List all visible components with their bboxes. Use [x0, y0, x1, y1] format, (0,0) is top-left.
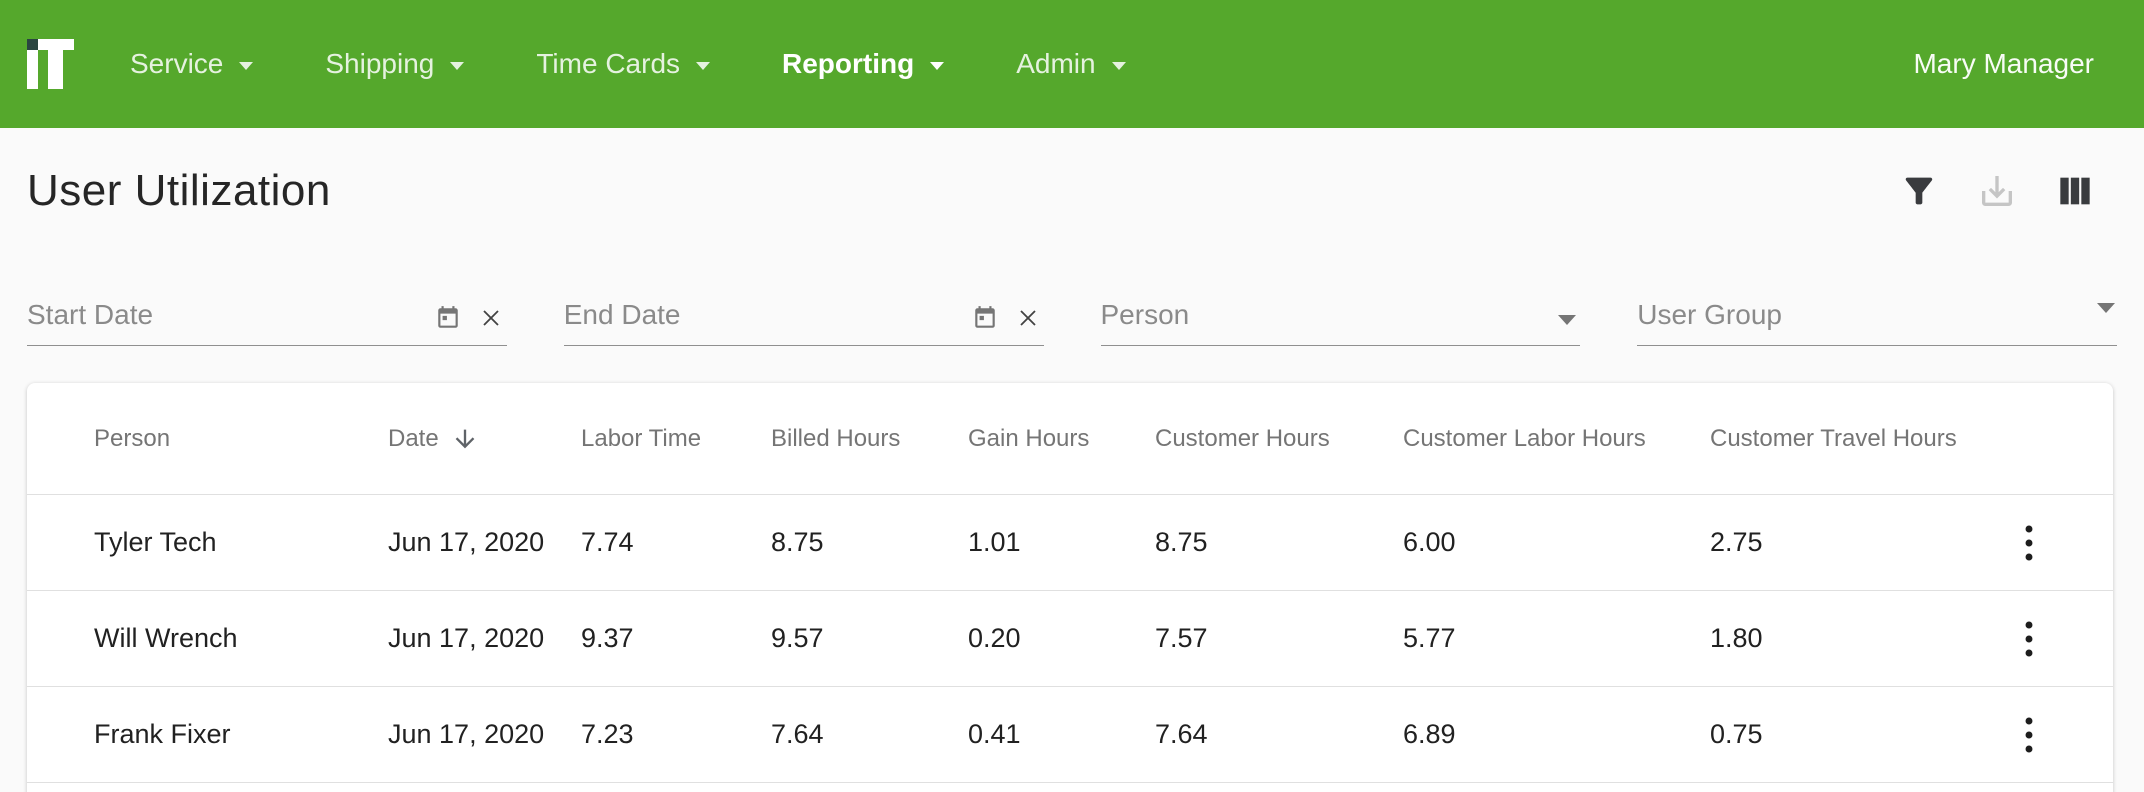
row-menu-button[interactable] — [2012, 617, 2046, 661]
clear-icon[interactable] — [1016, 306, 1040, 330]
kebab-icon — [2025, 717, 2033, 752]
nav-item-shipping[interactable]: Shipping — [325, 48, 465, 80]
cell-date: Jun 17, 2020 — [388, 527, 545, 557]
kebab-icon — [2025, 621, 2033, 656]
cell-customer-labor-hours: 6.00 — [1403, 527, 1456, 557]
user-group-select[interactable]: User Group — [1637, 274, 2117, 346]
kebab-icon — [2025, 525, 2033, 560]
calendar-icon[interactable] — [972, 305, 998, 331]
table-row: Frank Fixer Jun 17, 2020 7.23 7.64 0.41 … — [27, 687, 2113, 783]
cell-labor-time: 7.23 — [581, 719, 634, 749]
logo-letter-i — [27, 50, 38, 89]
cell-customer-travel-hours: 1.80 — [1710, 623, 1763, 653]
nav-item-service[interactable]: Service — [130, 48, 254, 80]
sort-desc-icon — [451, 425, 479, 453]
cell-customer-travel-hours: 2.75 — [1710, 527, 1763, 557]
download-button[interactable] — [1977, 171, 2017, 211]
calendar-icon[interactable] — [435, 305, 461, 331]
column-header-customer-labor-hours[interactable]: Customer Labor Hours — [1403, 424, 1646, 452]
nav-menu: Service Shipping Time Cards Reporting Ad… — [130, 48, 1126, 80]
filter-icon — [1905, 177, 1933, 205]
cell-customer-labor-hours: 6.89 — [1403, 719, 1456, 749]
download-icon — [1982, 176, 2012, 206]
dropdown-arrow-icon — [1558, 315, 1577, 325]
start-date-placeholder: Start Date — [27, 299, 154, 330]
nav-item-time-cards[interactable]: Time Cards — [536, 48, 711, 80]
logo-letter-t-stem — [48, 50, 63, 89]
column-header-labor-time[interactable]: Labor Time — [581, 424, 702, 452]
page-title: User Utilization — [27, 166, 331, 215]
cell-person: Tyler Tech — [94, 527, 217, 557]
person-placeholder: Person — [1100, 299, 1190, 330]
cell-billed-hours: 8.75 — [771, 527, 824, 557]
app-logo[interactable] — [27, 39, 78, 89]
nav-item-label: Service — [130, 48, 224, 79]
table-row: Will Wrench Jun 17, 2020 9.37 9.57 0.20 … — [27, 591, 2113, 687]
nav-item-label: Reporting — [782, 48, 915, 79]
toolbar — [1899, 171, 2095, 211]
cell-customer-hours: 8.75 — [1155, 527, 1208, 557]
cell-person: Frank Fixer — [94, 719, 231, 749]
filter-button[interactable] — [1899, 171, 1939, 211]
chevron-down-icon — [696, 62, 711, 70]
start-date-field[interactable]: Start Date — [27, 274, 507, 346]
column-header-customer-hours[interactable]: Customer Hours — [1155, 424, 1330, 452]
clear-icon[interactable] — [479, 306, 503, 330]
cell-labor-time: 7.74 — [581, 527, 634, 557]
table-row: Tyler Tech Jun 17, 2020 7.74 8.75 1.01 8… — [27, 495, 2113, 591]
cell-date: Jun 17, 2020 — [388, 719, 545, 749]
cell-billed-hours: 9.57 — [771, 623, 824, 653]
column-header-date[interactable]: Date — [388, 425, 581, 453]
logo-mark — [27, 39, 38, 50]
table-header-row: Person Date Labor Time Billed Hours Gain… — [27, 383, 2113, 495]
column-header-person[interactable]: Person — [94, 424, 171, 452]
dropdown-arrow-icon — [2097, 303, 2115, 313]
chevron-down-icon — [450, 62, 465, 70]
nav-item-label: Time Cards — [536, 48, 681, 79]
cell-customer-hours: 7.64 — [1155, 719, 1208, 749]
cell-billed-hours: 7.64 — [771, 719, 824, 749]
cell-customer-hours: 7.57 — [1155, 623, 1208, 653]
columns-icon — [2060, 177, 2090, 205]
user-menu[interactable]: Mary Manager — [1913, 48, 2094, 79]
page-header: User Utilization — [0, 128, 2144, 216]
row-menu-button[interactable] — [2012, 521, 2046, 565]
cell-gain-hours: 0.41 — [968, 719, 1021, 749]
top-navbar: Service Shipping Time Cards Reporting Ad… — [0, 0, 2144, 128]
cell-labor-time: 9.37 — [581, 623, 634, 653]
cell-customer-travel-hours: 0.75 — [1710, 719, 1763, 749]
logo-letter-t-bar — [38, 39, 74, 50]
user-group-placeholder: User Group — [1637, 299, 1782, 330]
end-date-field[interactable]: End Date — [563, 274, 1044, 346]
report-table-card: Person Date Labor Time Billed Hours Gain… — [27, 383, 2113, 792]
filter-bar: Start Date End Date Person User Group — [27, 274, 2117, 346]
cell-date: Jun 17, 2020 — [388, 623, 545, 653]
chevron-down-icon — [930, 62, 945, 70]
cell-customer-labor-hours: 5.77 — [1403, 623, 1456, 653]
chevron-down-icon — [1111, 62, 1126, 70]
end-date-placeholder: End Date — [563, 299, 681, 330]
nav-item-label: Admin — [1016, 48, 1096, 79]
column-header-billed-hours[interactable]: Billed Hours — [771, 424, 901, 452]
cell-gain-hours: 1.01 — [968, 527, 1021, 557]
row-menu-button[interactable] — [2012, 713, 2046, 757]
nav-item-label: Shipping — [325, 48, 435, 79]
column-header-gain-hours[interactable]: Gain Hours — [968, 424, 1090, 452]
person-select[interactable]: Person — [1100, 274, 1581, 346]
chevron-down-icon — [239, 62, 254, 70]
nav-item-admin[interactable]: Admin — [1016, 48, 1126, 80]
cell-gain-hours: 0.20 — [968, 623, 1021, 653]
columns-button[interactable] — [2055, 171, 2095, 211]
column-header-customer-travel-hours[interactable]: Customer Travel Hours — [1710, 424, 1957, 452]
nav-item-reporting[interactable]: Reporting — [782, 48, 945, 80]
cell-person: Will Wrench — [94, 623, 238, 653]
